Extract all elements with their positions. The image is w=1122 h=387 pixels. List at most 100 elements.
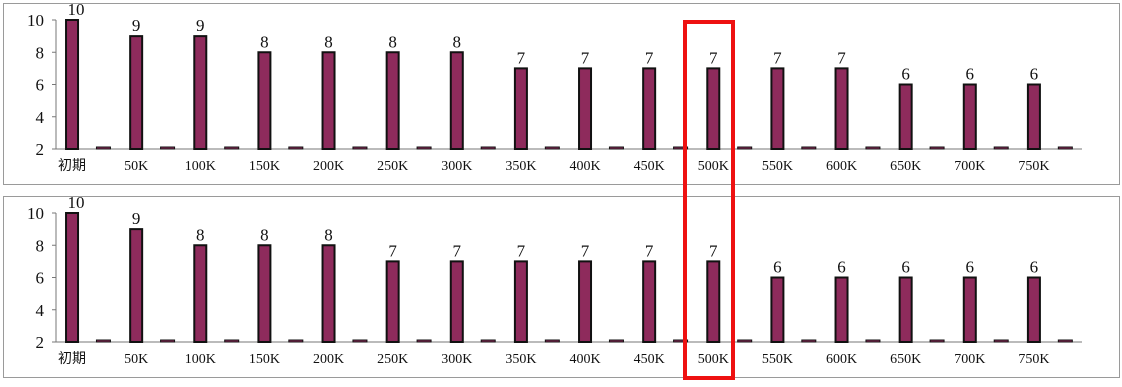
chart-bottom-bar — [65, 212, 80, 343]
bar-chart-top-svg: 2 4 6 8 10 10 初期 9 50K 9 100K 8 150K 8 200K 8 250K 8 300K 7… — [27, 0, 1082, 174]
chart-top-bar-secondary — [737, 146, 753, 150]
chart-top-x-tick-label: 750K — [1018, 159, 1049, 174]
chart-bottom-data-label: 9 — [132, 209, 141, 228]
chart-top-data-label: 6 — [1030, 65, 1039, 84]
chart-top-x-tick-label: 150K — [249, 159, 280, 174]
chart-bottom-bar-secondary — [160, 339, 176, 343]
chart-bottom-bar-secondary — [673, 339, 689, 343]
chart-bottom-x-tick-label: 700K — [954, 352, 985, 367]
chart-bottom-data-label: 7 — [645, 241, 654, 260]
chart-top-bar-secondary — [544, 146, 560, 150]
chart-bottom-y-tick-label: 8 — [36, 236, 45, 255]
chart-top-y-tick-label: 6 — [36, 76, 45, 95]
chart-bottom-x-tick-label: 400K — [569, 352, 600, 367]
chart-top-bar — [578, 67, 593, 150]
chart-top-bar — [770, 67, 785, 150]
chart-top-bar — [65, 19, 80, 150]
chart-bottom-bar — [642, 260, 657, 343]
chart-top-bar — [321, 51, 336, 150]
chart-bottom-bar-secondary — [416, 339, 432, 343]
chart-bottom-x-tick-label: 650K — [890, 352, 921, 367]
chart-bottom-bar-secondary — [95, 339, 111, 343]
chart-top-bar-secondary — [95, 146, 111, 150]
chart-bottom-data-label: 6 — [837, 258, 846, 277]
chart-bottom-bar-secondary — [737, 339, 753, 343]
chart-top-bar-secondary — [224, 146, 240, 150]
chart-bottom-bar — [770, 276, 785, 343]
chart-top-bar — [193, 35, 208, 150]
chart-bottom-bar-secondary — [865, 339, 881, 343]
chart-top-data-label: 7 — [581, 48, 590, 67]
chart-bottom-x-tick-label: 初期 — [58, 350, 86, 367]
chart-top-bar — [449, 51, 464, 150]
chart-top-data-label: 9 — [196, 16, 205, 35]
chart-bottom-bar — [898, 276, 913, 343]
chart-top-data-label: 10 — [68, 0, 85, 19]
bar-chart-top: 2 4 6 8 10 10 初期 9 50K 9 100K 8 150K 8 200K 8 250K 8 300K 7… — [3, 0, 1120, 185]
chart-top-x-tick-label: 初期 — [58, 157, 86, 174]
chart-bottom-x-tick-label: 200K — [313, 352, 344, 367]
chart-bottom-data-label: 6 — [901, 258, 910, 277]
chart-bottom-x-tick-label: 750K — [1018, 352, 1049, 367]
chart-top-bar-secondary — [416, 146, 432, 150]
chart-top-y-tick-label: 10 — [27, 11, 44, 30]
chart-top-data-label: 9 — [132, 16, 141, 35]
chart-bottom-bar-secondary — [929, 339, 945, 343]
chart-top-x-tick-label: 50K — [124, 159, 148, 174]
highlight-box-500k — [683, 20, 735, 380]
chart-top-bar — [834, 67, 849, 150]
chart-bottom-bar — [706, 260, 721, 343]
chart-bottom-x-tick-label: 450K — [634, 352, 665, 367]
chart-top-data-label: 7 — [645, 48, 654, 67]
chart-top-bar-secondary — [480, 146, 496, 150]
chart-top-x-tick-label: 300K — [441, 159, 472, 174]
chart-top-data-label: 6 — [901, 65, 910, 84]
chart-bottom-data-label: 7 — [517, 241, 526, 260]
chart-bottom-data-label: 6 — [966, 258, 975, 277]
chart-bottom-data-label: 7 — [388, 241, 397, 260]
chart-top-bar-secondary — [160, 146, 176, 150]
chart-bottom-y-tick-label: 6 — [36, 269, 45, 288]
chart-top-x-tick-label: 100K — [185, 159, 216, 174]
chart-top-data-label: 7 — [517, 48, 526, 67]
chart-top-x-tick-label: 500K — [698, 159, 729, 174]
chart-bottom-data-label: 10 — [68, 193, 85, 212]
chart-top-x-tick-label: 200K — [313, 159, 344, 174]
chart-bottom-data-label: 8 — [260, 225, 269, 244]
chart-top-x-tick-label: 650K — [890, 159, 921, 174]
chart-bottom-x-tick-label: 100K — [185, 352, 216, 367]
chart-bottom-data-label: 8 — [196, 225, 205, 244]
chart-bottom-bar — [1026, 276, 1041, 343]
chart-bottom-data-label: 8 — [324, 225, 333, 244]
chart-top-data-label: 8 — [453, 32, 462, 51]
chart-bottom-data-label: 7 — [453, 241, 462, 260]
chart-top-x-tick-label: 250K — [377, 159, 408, 174]
chart-bottom-x-tick-label: 50K — [124, 352, 148, 367]
chart-bottom-bar — [321, 244, 336, 343]
chart-bottom-x-tick-label: 500K — [698, 352, 729, 367]
chart-top-x-tick-label: 700K — [954, 159, 985, 174]
chart-top-bar — [898, 83, 913, 150]
chart-top-x-tick-label: 450K — [634, 159, 665, 174]
chart-top-bar-secondary — [352, 146, 368, 150]
chart-bottom-x-tick-label: 600K — [826, 352, 857, 367]
chart-top-y-tick-label: 8 — [36, 43, 45, 62]
chart-bottom-x-tick-label: 550K — [762, 352, 793, 367]
chart-top-bar — [642, 67, 657, 150]
chart-top-x-tick-label: 550K — [762, 159, 793, 174]
chart-bottom-bar — [193, 244, 208, 343]
chart-top-data-label: 7 — [837, 48, 846, 67]
chart-bottom-data-label: 7 — [709, 241, 718, 260]
chart-top-bar — [129, 35, 144, 150]
chart-top-bar — [513, 67, 528, 150]
bar-chart-bottom-svg: 2 4 6 8 10 10 初期 9 50K 8 100K 8 150K 8 200K 7 250K 7 300K 7… — [27, 193, 1082, 367]
chart-bottom-bar — [449, 260, 464, 343]
chart-bottom-bar — [578, 260, 593, 343]
chart-bottom-bar-secondary — [288, 339, 304, 343]
chart-bottom-bar-secondary — [544, 339, 560, 343]
bar-chart-bottom: 2 4 6 8 10 10 初期 9 50K 8 100K 8 150K 8 200K 7 250K 7 300K 7… — [3, 193, 1120, 378]
chart-top-bar-secondary — [288, 146, 304, 150]
chart-bottom-bar — [129, 228, 144, 343]
chart-top-data-label: 6 — [966, 65, 975, 84]
chart-top-y-tick-label: 2 — [36, 140, 45, 159]
